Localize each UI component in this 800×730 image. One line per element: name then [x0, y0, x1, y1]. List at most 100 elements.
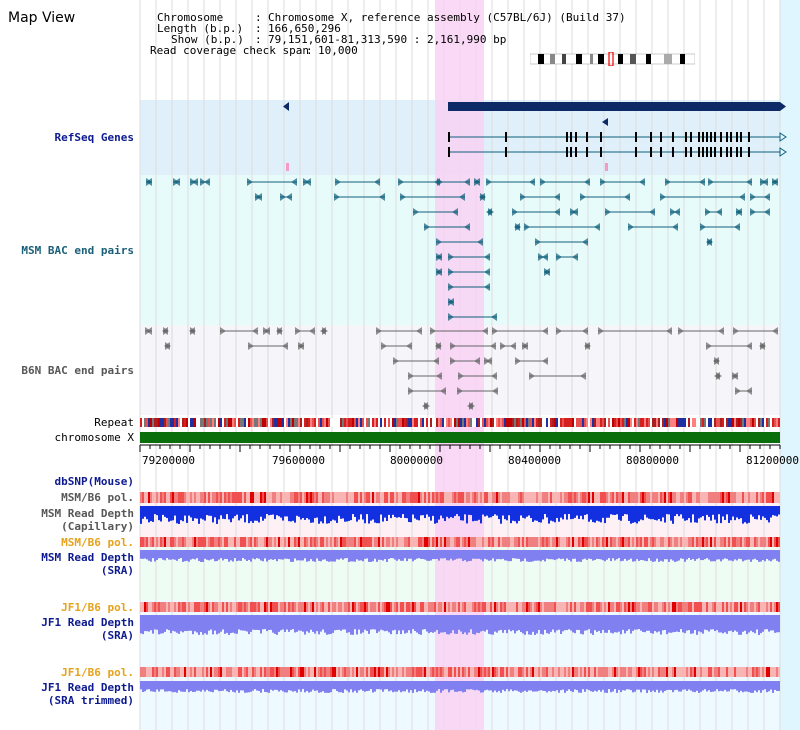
depth-bar	[220, 615, 222, 632]
depth-bar	[516, 681, 518, 691]
polymorphism-segment	[578, 667, 580, 677]
polymorphism-segment	[300, 492, 302, 503]
polymorphism-segment	[662, 667, 664, 677]
polymorphism-segment	[706, 537, 708, 547]
repeat-segment	[444, 418, 446, 427]
depth-bar	[528, 615, 530, 635]
depth-bar	[646, 615, 648, 631]
bac-end	[600, 178, 606, 186]
polymorphism-segment	[146, 667, 148, 677]
depth-bar	[440, 506, 442, 516]
depth-bar	[488, 615, 490, 634]
repeat-segment	[164, 418, 166, 427]
depth-bar	[768, 681, 770, 692]
page-title: Map View	[8, 10, 76, 26]
repeat-segment	[476, 418, 478, 427]
depth-bar	[594, 506, 596, 523]
polymorphism-segment	[696, 602, 698, 612]
depth-bar	[430, 615, 432, 633]
repeat-segment	[442, 418, 444, 427]
bac-end	[298, 342, 304, 350]
repeat-segment	[336, 418, 338, 427]
polymorphism-segment	[590, 492, 592, 503]
polymorphism-segment	[346, 667, 348, 677]
bac-end	[448, 298, 454, 306]
depth-bar	[642, 550, 644, 561]
depth-bar	[580, 506, 582, 516]
polymorphism-segment	[460, 537, 462, 547]
depth-bar	[320, 681, 322, 693]
repeat-segment	[542, 418, 544, 427]
polymorphism-segment	[254, 667, 256, 677]
repeat-segment	[202, 418, 204, 427]
depth-bar	[748, 615, 750, 633]
polymorphism-segment	[534, 667, 536, 677]
repeat-segment	[316, 418, 318, 427]
polymorphism-segment	[442, 602, 444, 612]
polymorphism-segment	[468, 667, 470, 677]
depth-bar	[450, 615, 452, 634]
bac-end	[305, 178, 311, 186]
depth-bar	[716, 506, 718, 524]
polymorphism-segment	[594, 492, 596, 503]
depth-bar	[282, 681, 284, 692]
depth-bar	[588, 550, 590, 559]
polymorphism-segment	[590, 602, 592, 612]
polymorphism-segment	[482, 602, 484, 612]
polymorphism-segment	[290, 492, 292, 503]
polymorphism-segment	[688, 492, 690, 503]
polymorphism-segment	[382, 602, 384, 612]
chromosome-ideogram[interactable]	[530, 52, 695, 66]
depth-bar	[648, 506, 650, 519]
polymorphism-segment	[442, 537, 444, 547]
info-chromosome-value: Chromosome X, reference assembly (C57BL/…	[268, 11, 626, 24]
polymorphism-segment	[568, 667, 570, 677]
repeat-segment	[204, 418, 206, 427]
bac-end	[484, 268, 490, 276]
bac-end	[433, 357, 439, 365]
repeat-segment	[374, 418, 376, 427]
depth-bar	[762, 550, 764, 560]
depth-bar	[344, 506, 346, 522]
depth-bar	[478, 615, 480, 634]
repeat-segment	[236, 418, 238, 427]
polymorphism-segment	[778, 667, 780, 677]
depth-bar	[750, 550, 752, 562]
depth-bar	[546, 550, 548, 559]
polymorphism-segment	[504, 492, 506, 503]
depth-bar	[368, 506, 370, 524]
polymorphism-segment	[774, 602, 776, 612]
repeat-segment	[238, 418, 240, 427]
depth-bar	[154, 506, 156, 515]
repeat-segment	[356, 418, 358, 427]
polymorphism-segment	[444, 667, 446, 677]
polymorphism-segment	[356, 492, 358, 503]
depth-bar	[448, 550, 450, 561]
polymorphism-segment	[420, 537, 422, 547]
polymorphism-segment	[382, 667, 384, 677]
depth-bar	[180, 615, 182, 632]
depth-bar	[500, 506, 502, 524]
polymorphism-segment	[474, 602, 476, 612]
polymorphism-segment	[732, 537, 734, 547]
depth-bar	[766, 681, 768, 693]
polymorphism-segment	[754, 537, 756, 547]
depth-bar	[308, 550, 310, 562]
depth-bar	[666, 550, 668, 560]
polymorphism-segment	[248, 537, 250, 547]
polymorphism-segment	[408, 492, 410, 503]
polymorphism-segment	[572, 537, 574, 547]
depth-bar	[554, 681, 556, 692]
polymorphism-segment	[252, 492, 254, 503]
repeat-segment	[400, 418, 402, 427]
depth-bar	[402, 550, 404, 561]
depth-bar	[682, 615, 684, 633]
repeat-segment	[692, 418, 694, 427]
depth-bar	[380, 615, 382, 630]
depth-bar	[158, 615, 160, 635]
bac-end	[484, 283, 490, 291]
repeat-segment	[352, 418, 354, 427]
repeat-segment	[576, 418, 578, 427]
depth-bar	[436, 506, 438, 523]
